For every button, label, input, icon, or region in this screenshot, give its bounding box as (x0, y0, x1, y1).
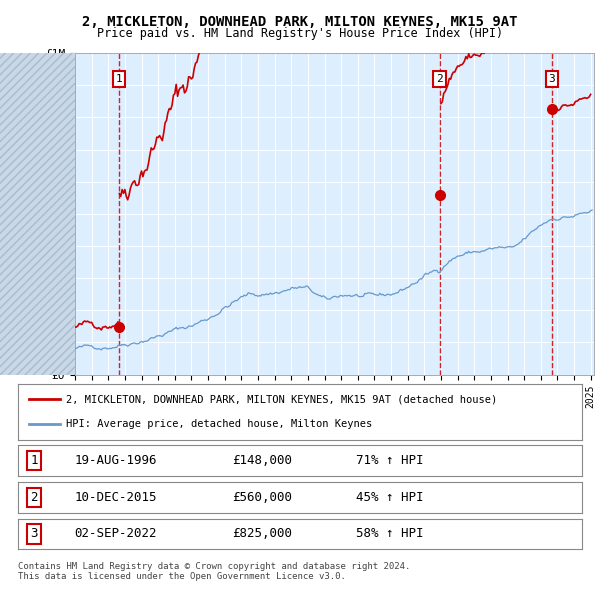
Text: Price paid vs. HM Land Registry's House Price Index (HPI): Price paid vs. HM Land Registry's House … (97, 27, 503, 40)
Text: 10-DEC-2015: 10-DEC-2015 (74, 491, 157, 504)
Text: 2, MICKLETON, DOWNHEAD PARK, MILTON KEYNES, MK15 9AT: 2, MICKLETON, DOWNHEAD PARK, MILTON KEYN… (82, 15, 518, 29)
Text: 3: 3 (548, 74, 555, 84)
Text: 71% ↑ HPI: 71% ↑ HPI (356, 454, 424, 467)
Text: 2, MICKLETON, DOWNHEAD PARK, MILTON KEYNES, MK15 9AT (detached house): 2, MICKLETON, DOWNHEAD PARK, MILTON KEYN… (66, 394, 497, 404)
Text: 19-AUG-1996: 19-AUG-1996 (74, 454, 157, 467)
Text: 58% ↑ HPI: 58% ↑ HPI (356, 527, 424, 540)
Text: £825,000: £825,000 (232, 527, 292, 540)
Text: 1: 1 (30, 454, 38, 467)
Text: 2: 2 (30, 491, 38, 504)
Text: 3: 3 (30, 527, 38, 540)
Text: HPI: Average price, detached house, Milton Keynes: HPI: Average price, detached house, Milt… (66, 419, 372, 429)
Text: £148,000: £148,000 (232, 454, 292, 467)
Text: 02-SEP-2022: 02-SEP-2022 (74, 527, 157, 540)
Text: 45% ↑ HPI: 45% ↑ HPI (356, 491, 424, 504)
Text: 2: 2 (436, 74, 443, 84)
Text: Contains HM Land Registry data © Crown copyright and database right 2024.
This d: Contains HM Land Registry data © Crown c… (18, 562, 410, 581)
Text: £560,000: £560,000 (232, 491, 292, 504)
Text: 1: 1 (115, 74, 122, 84)
